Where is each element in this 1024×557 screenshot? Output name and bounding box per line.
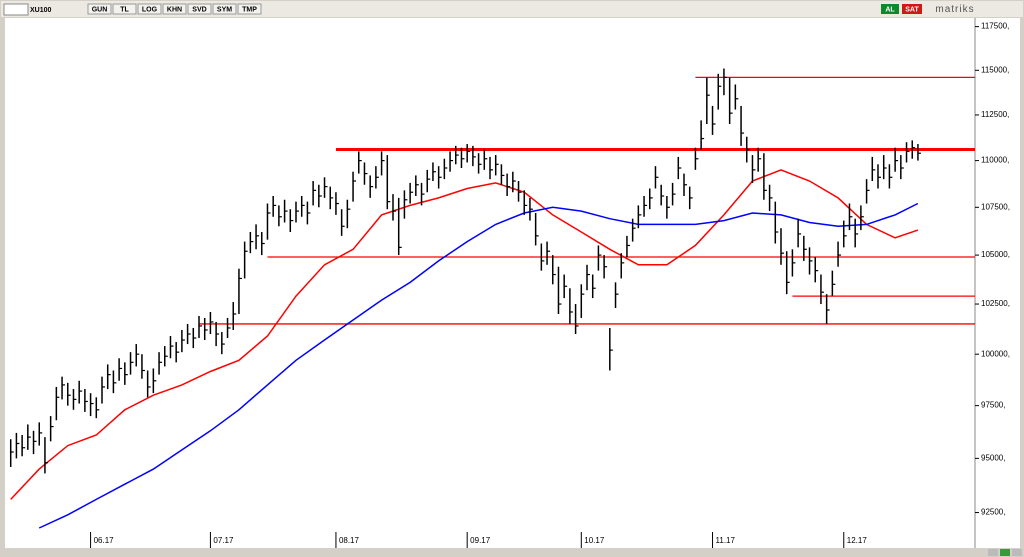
moving-average-line [38, 202, 919, 529]
toolbar-button[interactable] [87, 3, 112, 15]
toolbar-buttons: GUN TL LOG KHN SVD SYM TMP [87, 3, 262, 15]
y-tick-label: 95000, [981, 453, 1005, 462]
toolbar-button-label[interactable]: KHN [167, 6, 182, 13]
toolbar-button[interactable] [162, 3, 187, 15]
scroll-button[interactable] [988, 549, 998, 556]
x-tick-label: 06.17 [94, 536, 115, 545]
toolbar-button-label[interactable]: TL [120, 6, 129, 13]
sell-label[interactable]: SAT [905, 6, 919, 13]
scroll-button[interactable] [1000, 549, 1010, 556]
y-tick-label: 117500, [981, 22, 1009, 31]
x-tick-label: 08.17 [339, 536, 360, 545]
toolbar-button[interactable] [137, 3, 162, 15]
brand: matriks [935, 4, 974, 15]
x-tick-label: 12.17 [847, 536, 868, 545]
y-tick-label: 110000, [981, 156, 1009, 165]
x-tick-label: 07.17 [213, 536, 234, 545]
x-tick-label: 10.17 [584, 536, 605, 545]
toolbar-button[interactable] [187, 3, 212, 15]
toolbar-button[interactable] [212, 3, 237, 15]
y-tick-label: 100000, [981, 349, 1010, 358]
x-tick-label: 09.17 [470, 536, 491, 545]
symbol: XU100 [30, 7, 52, 14]
toolbar-button-label[interactable]: GUN [92, 6, 108, 13]
y-tick-label: 92500, [981, 508, 1005, 517]
y-tick-label: 102500, [981, 299, 1010, 308]
moving-average-line [10, 169, 919, 500]
sell-button[interactable] [902, 4, 922, 14]
y-tick-label: 112500, [981, 110, 1009, 119]
logo [3, 3, 29, 16]
buy-label[interactable]: AL [885, 6, 895, 13]
plot-background [5, 18, 1020, 548]
plot: 92500, 95000, 97500, 100000, 102500, 105000, 1… [9, 22, 1010, 548]
x-tick-label: 11.17 [716, 536, 736, 545]
toolbar-button[interactable] [237, 3, 262, 15]
buy-button[interactable] [881, 4, 899, 14]
toolbar-button[interactable] [112, 3, 137, 15]
scroll-button[interactable] [1012, 549, 1022, 556]
y-tick-label: 107500, [981, 202, 1010, 211]
toolbar-button-label[interactable]: SVD [192, 6, 206, 13]
y-tick-label: 97500, [981, 401, 1005, 410]
y-tick-label: 105000, [981, 250, 1010, 259]
y-tick-label: 115000, [981, 65, 1009, 74]
toolbar-button-label[interactable]: SYM [217, 6, 232, 13]
toolbar-button-label[interactable]: LOG [142, 6, 158, 13]
toolbar-button-label[interactable]: TMP [242, 6, 257, 13]
